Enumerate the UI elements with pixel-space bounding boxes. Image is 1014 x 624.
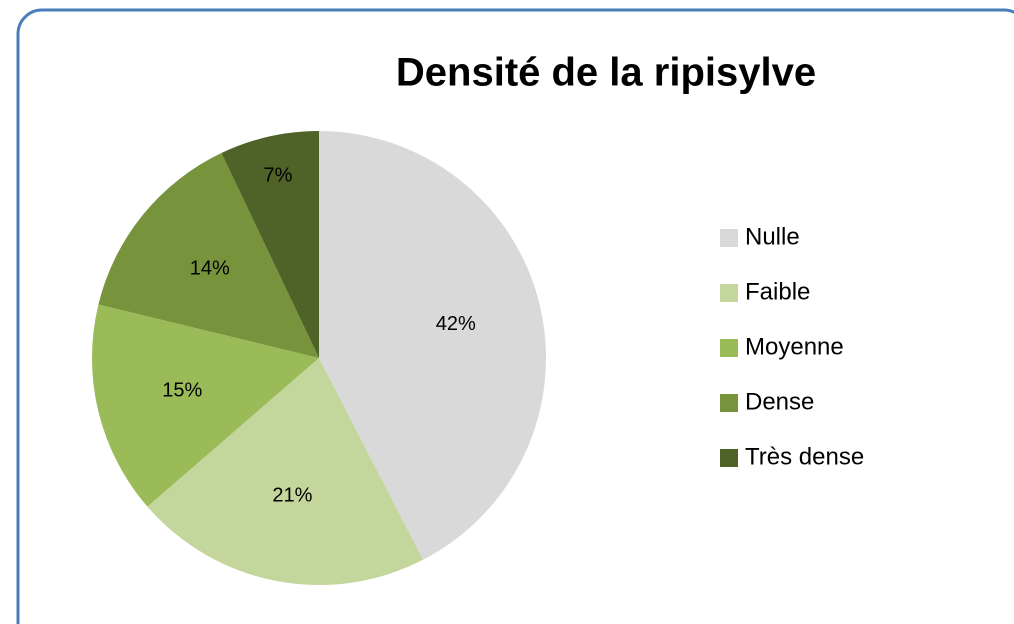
legend-text: Très dense [745,443,864,470]
pie-slice [98,153,319,358]
legend-text: Faible [745,278,810,305]
data-label: 14% [190,258,230,280]
pie-slice [319,131,546,560]
data-label: 21% [272,484,312,506]
legend-swatch [720,449,738,467]
pie-slice [221,131,319,358]
pie-slice [91,304,319,507]
data-label: 7% [264,165,293,187]
legend-swatch [720,339,738,357]
legend-swatch [720,229,738,247]
chart-title: Densité de la ripisylve [396,51,816,95]
data-label: 42% [436,313,476,335]
legend-text: Moyenne [745,333,844,360]
data-label: 15% [162,379,202,401]
legend-swatch [720,284,738,302]
legend-swatch [720,394,738,412]
pie-slice [147,358,424,585]
legend-text: Dense [745,388,814,415]
legend-text: Nulle [745,223,800,250]
